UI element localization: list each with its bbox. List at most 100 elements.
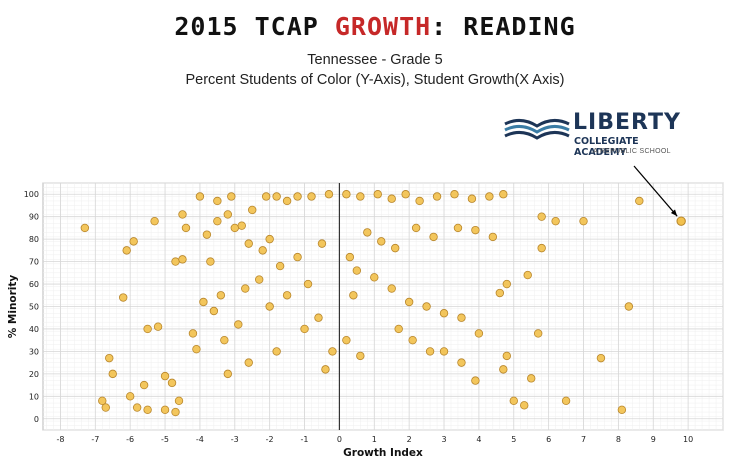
y-axis-label: % Minority: [7, 275, 19, 339]
data-point: [241, 284, 250, 293]
data-point: [314, 313, 323, 322]
data-point: [377, 237, 386, 246]
x-tick-label: -7: [91, 435, 99, 444]
data-point: [425, 347, 435, 356]
data-point: [171, 407, 180, 417]
annotation-arrowhead: [670, 209, 678, 217]
data-point: [150, 216, 159, 226]
y-tick-label: 40: [29, 325, 39, 334]
data-point: [303, 279, 313, 289]
data-point: [345, 252, 355, 262]
data-point: [352, 266, 362, 275]
data-point: [370, 273, 379, 282]
data-point: [248, 205, 257, 215]
x-tick-label: 5: [511, 435, 516, 444]
data-point: [411, 223, 421, 233]
y-tick-label: 10: [29, 392, 39, 401]
y-tick-label: 90: [29, 213, 39, 222]
data-point: [125, 392, 135, 401]
y-tick-label: 30: [29, 347, 39, 356]
data-point: [192, 344, 201, 354]
data-point: [272, 192, 281, 201]
data-point: [261, 192, 271, 201]
data-point: [520, 401, 529, 410]
x-tick-label: -2: [266, 435, 274, 444]
x-tick-label: -3: [231, 435, 239, 444]
data-point: [342, 335, 351, 345]
data-point: [321, 365, 330, 374]
data-point: [561, 396, 571, 406]
logo-name: LIBERTY: [573, 110, 681, 135]
data-points: [80, 190, 644, 417]
tick-labels: -8 -7 -6 -5 -4 -3 -2 -1 0 1 2 3 4 5 6 7 8 9 10010203040506…: [24, 190, 694, 444]
data-point: [213, 216, 222, 226]
data-point: [439, 309, 449, 318]
data-point: [300, 324, 309, 334]
data-point: [324, 190, 334, 199]
data-point: [105, 353, 114, 363]
data-point: [143, 324, 152, 334]
data-point: [108, 369, 117, 379]
data-point: [363, 228, 372, 237]
data-point: [98, 396, 107, 406]
chart-subtitle-grade: Tennessee - Grade 5: [307, 52, 443, 68]
data-point: [171, 257, 180, 266]
annotation-arrow: [633, 165, 678, 217]
x-tick-label: 6: [546, 435, 551, 444]
data-point: [533, 329, 543, 338]
title-accent: GROWTH: [334, 12, 432, 41]
data-point: [394, 324, 403, 334]
data-point: [167, 378, 177, 388]
data-point: [202, 230, 212, 239]
y-tick-label: 70: [29, 258, 39, 267]
data-point: [453, 223, 463, 233]
data-point: [209, 306, 219, 316]
data-point: [160, 371, 170, 381]
data-point: [502, 279, 511, 289]
data-point: [537, 243, 546, 253]
y-tick-label: 100: [24, 190, 39, 199]
data-point: [349, 291, 358, 300]
data-point: [457, 358, 466, 367]
logo-subname: COLLEGIATE ACADEMY: [574, 136, 639, 158]
data-point: [160, 405, 170, 414]
x-tick-label: 7: [581, 435, 586, 444]
data-point: [488, 232, 498, 242]
data-point: [391, 243, 400, 253]
data-point: [404, 297, 414, 307]
data-point: [502, 351, 511, 361]
data-point: [617, 405, 627, 414]
data-point: [178, 255, 187, 264]
data-point: [551, 216, 560, 226]
data-point: [265, 234, 274, 244]
x-tick-label: 4: [476, 435, 481, 444]
data-point: [206, 257, 215, 266]
x-tick-label: -8: [56, 435, 64, 444]
data-point: [223, 210, 233, 219]
data-point: [223, 369, 233, 379]
data-point: [230, 223, 239, 233]
data-point: [387, 284, 396, 293]
data-point: [317, 239, 327, 248]
y-tick-label: 60: [29, 280, 39, 289]
data-point: [244, 239, 253, 248]
data-point: [408, 335, 417, 345]
highlight-point: [676, 216, 686, 226]
data-point: [509, 396, 518, 406]
data-point: [635, 196, 644, 206]
logo-tagline: A REPUBLIC SCHOOL: [593, 148, 671, 155]
data-point: [293, 192, 302, 201]
x-tick-label: 8: [616, 435, 621, 444]
data-point: [272, 347, 281, 356]
data-point: [181, 223, 191, 233]
x-tick-label: -5: [161, 435, 169, 444]
y-tick-label: 0: [34, 415, 39, 424]
data-point: [457, 313, 466, 322]
x-tick-label: -6: [126, 435, 134, 444]
y-tick-label: 20: [29, 370, 39, 379]
data-point: [227, 192, 236, 201]
data-point: [129, 237, 138, 246]
data-point: [122, 246, 131, 255]
data-point: [527, 374, 536, 383]
